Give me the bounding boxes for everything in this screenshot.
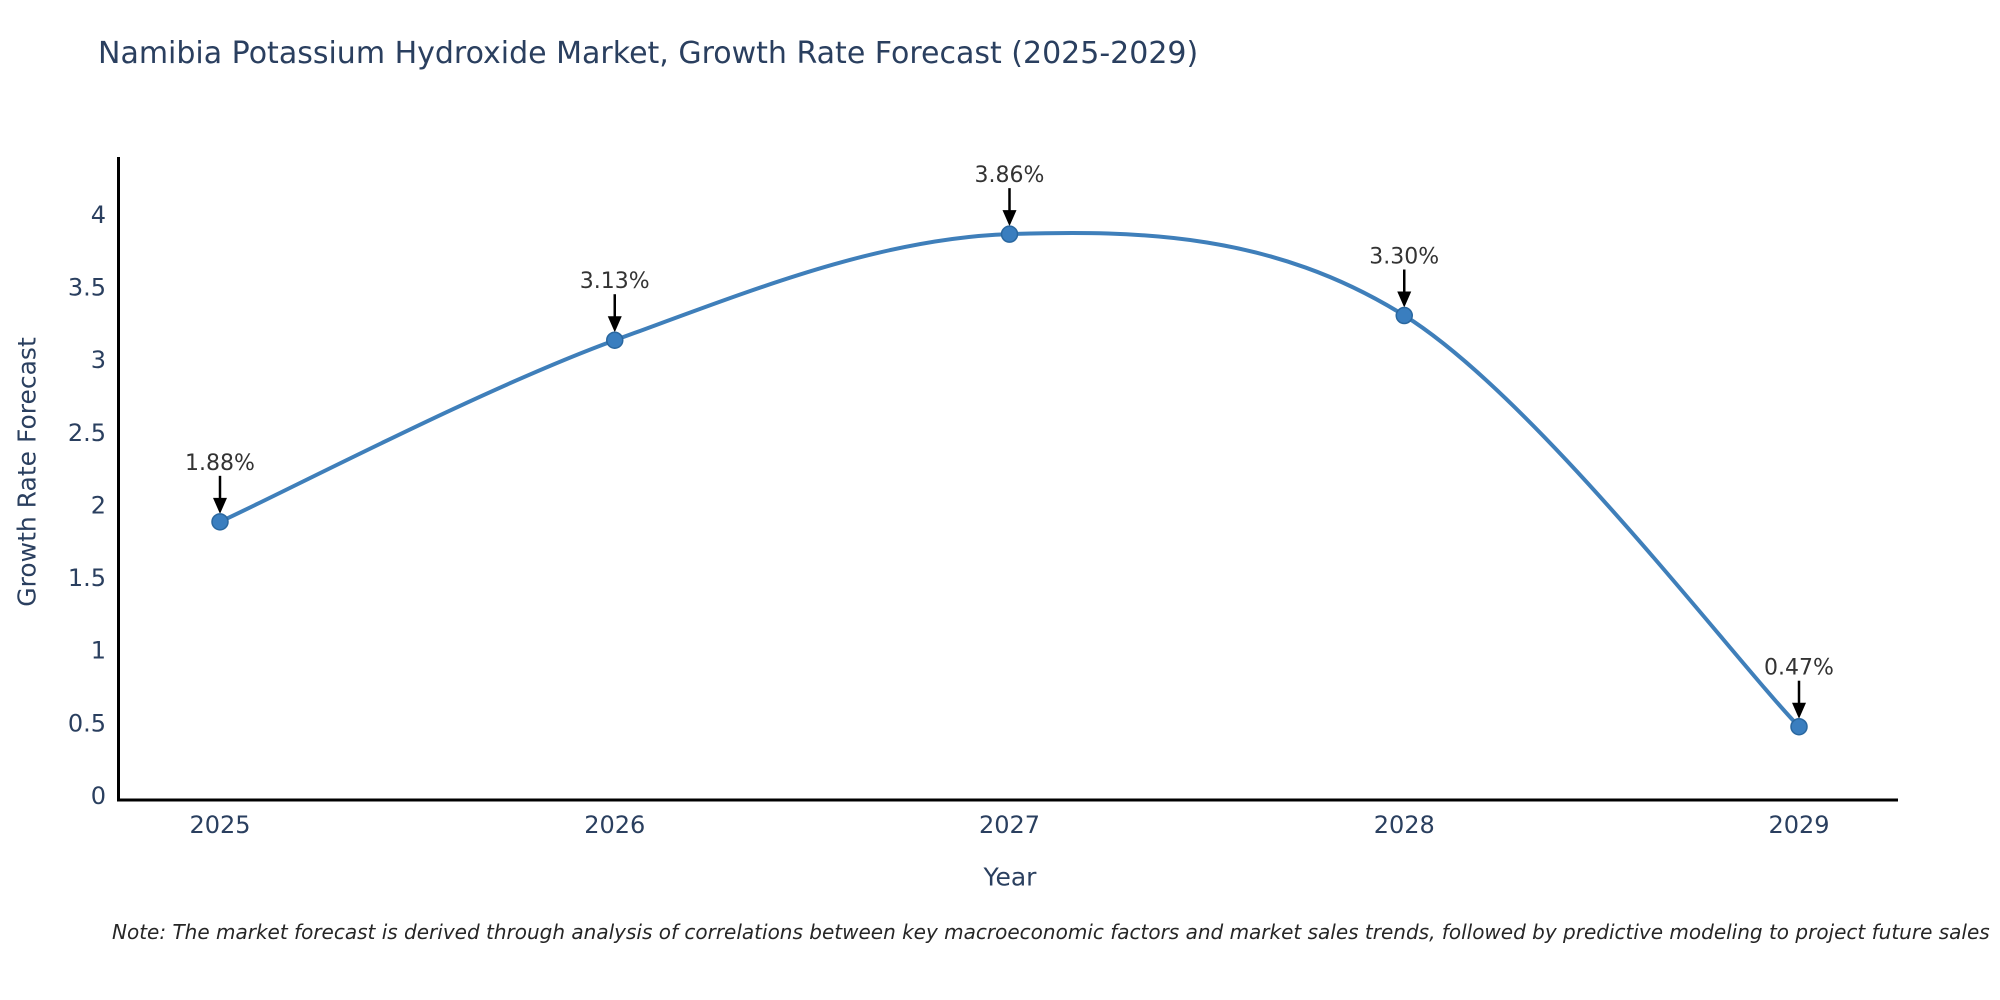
data-point-marker[interactable] — [1000, 225, 1019, 243]
data-point-marker[interactable] — [1790, 717, 1808, 736]
data-point-marker[interactable] — [211, 513, 229, 531]
chart-title: Namibia Potassium Hydroxide Market, Grow… — [98, 36, 1199, 71]
point-annotation: 3.86% — [975, 163, 1045, 188]
y-tick-label: 1 — [91, 637, 106, 665]
x-axis-title: Year — [983, 862, 1037, 892]
y-tick-label: 2.5 — [68, 419, 106, 447]
annotation-arrowhead-icon — [213, 497, 227, 514]
y-tick-label: 3.5 — [68, 273, 106, 301]
trend-line — [219, 231, 1801, 729]
x-tick-label: 2028 — [1374, 811, 1435, 839]
x-tick-label: 2026 — [584, 811, 645, 839]
y-tick-label: 1.5 — [68, 564, 106, 592]
y-tick-label: 3 — [91, 346, 106, 374]
annotation-arrowhead-icon — [1792, 702, 1806, 719]
y-axis-title: Growth Rate Forecast — [12, 337, 42, 607]
data-point-marker[interactable] — [606, 331, 624, 349]
point-annotation: 3.13% — [580, 269, 650, 294]
point-annotation: 3.30% — [1369, 245, 1439, 270]
x-tick-label: 2027 — [979, 811, 1040, 839]
annotation-arrowhead-icon — [607, 316, 622, 333]
annotation-arrowhead-icon — [1397, 291, 1412, 308]
annotation-arrowhead-icon — [1002, 210, 1017, 227]
footnote: Note: The market forecast is derived thr… — [112, 920, 1990, 944]
x-tick-label: 2029 — [1768, 811, 1829, 839]
data-point-marker[interactable] — [1395, 306, 1413, 325]
point-annotation: 0.47% — [1764, 656, 1834, 681]
y-tick-label: 0.5 — [68, 709, 106, 737]
y-tick-label: 0 — [91, 782, 106, 810]
y-tick-label: 2 — [91, 491, 106, 519]
x-tick-label: 2025 — [189, 811, 250, 839]
point-annotation: 1.88% — [185, 451, 255, 476]
y-tick-label: 4 — [91, 201, 106, 229]
